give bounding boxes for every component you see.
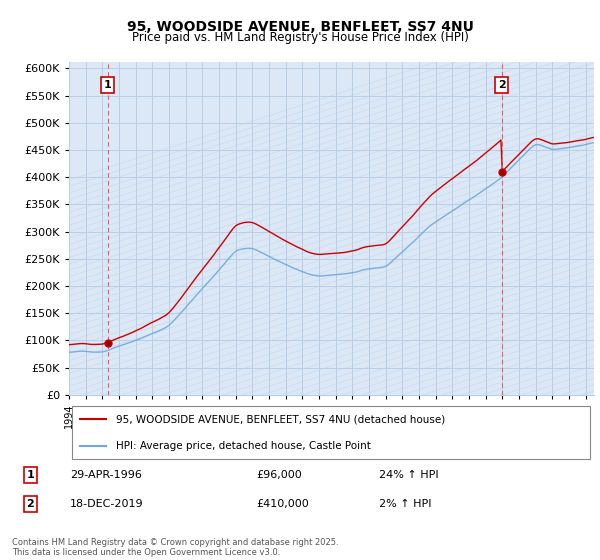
Text: 2: 2 (498, 80, 506, 90)
Text: 1: 1 (26, 470, 34, 480)
Text: 2: 2 (26, 499, 34, 509)
Text: £96,000: £96,000 (256, 470, 302, 480)
Text: 24% ↑ HPI: 24% ↑ HPI (379, 470, 438, 480)
Text: 2% ↑ HPI: 2% ↑ HPI (379, 499, 431, 509)
Text: 95, WOODSIDE AVENUE, BENFLEET, SS7 4NU: 95, WOODSIDE AVENUE, BENFLEET, SS7 4NU (127, 20, 473, 34)
Text: Contains HM Land Registry data © Crown copyright and database right 2025.
This d: Contains HM Land Registry data © Crown c… (12, 538, 338, 557)
Text: 1: 1 (104, 80, 112, 90)
Text: 29-APR-1996: 29-APR-1996 (70, 470, 142, 480)
Text: HPI: Average price, detached house, Castle Point: HPI: Average price, detached house, Cast… (116, 441, 371, 451)
Text: £410,000: £410,000 (256, 499, 309, 509)
Text: Price paid vs. HM Land Registry's House Price Index (HPI): Price paid vs. HM Land Registry's House … (131, 31, 469, 44)
FancyBboxPatch shape (71, 406, 590, 459)
Text: 95, WOODSIDE AVENUE, BENFLEET, SS7 4NU (detached house): 95, WOODSIDE AVENUE, BENFLEET, SS7 4NU (… (116, 414, 445, 424)
Text: 18-DEC-2019: 18-DEC-2019 (70, 499, 144, 509)
